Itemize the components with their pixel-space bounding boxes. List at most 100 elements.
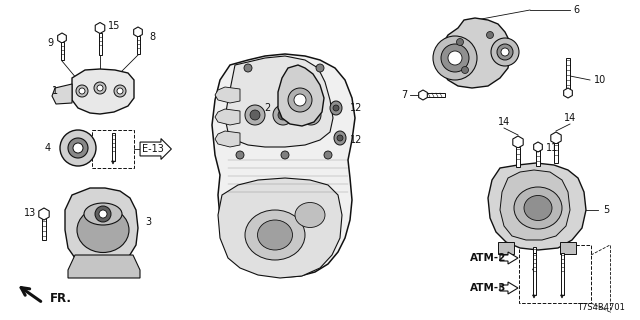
Ellipse shape [84, 203, 122, 225]
Polygon shape [534, 142, 542, 152]
Polygon shape [215, 109, 240, 125]
Circle shape [95, 206, 111, 222]
Circle shape [68, 138, 88, 158]
Text: ATM-2: ATM-2 [470, 253, 506, 263]
Polygon shape [500, 282, 518, 294]
Bar [560, 242, 576, 254]
Polygon shape [500, 252, 518, 264]
Polygon shape [561, 295, 563, 298]
Polygon shape [212, 54, 355, 277]
Circle shape [306, 110, 316, 120]
Circle shape [278, 110, 288, 120]
Polygon shape [419, 90, 428, 100]
Text: 10: 10 [594, 75, 606, 85]
Text: 11: 11 [546, 143, 558, 153]
Circle shape [94, 82, 106, 94]
Bar [516, 147, 520, 167]
Circle shape [60, 130, 96, 166]
Polygon shape [532, 295, 536, 298]
Circle shape [324, 151, 332, 159]
Bar [498, 242, 514, 254]
Circle shape [99, 210, 107, 218]
Bar [99, 33, 102, 54]
Polygon shape [58, 33, 67, 43]
Text: 12: 12 [350, 103, 362, 113]
Text: 1: 1 [52, 86, 58, 96]
Circle shape [236, 151, 244, 159]
Circle shape [456, 38, 463, 45]
Polygon shape [513, 136, 523, 148]
Text: 9: 9 [47, 38, 53, 48]
Bar [554, 143, 558, 163]
Text: ATM-3: ATM-3 [470, 283, 506, 293]
Ellipse shape [330, 101, 342, 115]
Circle shape [97, 85, 103, 91]
Bar [532, 247, 536, 269]
Text: T7S4B4701: T7S4B4701 [577, 303, 625, 312]
Polygon shape [111, 161, 115, 164]
Ellipse shape [514, 187, 562, 229]
Bar [532, 253, 536, 295]
Bar [536, 148, 540, 166]
Text: 8: 8 [149, 32, 155, 42]
Polygon shape [438, 18, 510, 88]
Circle shape [114, 85, 126, 97]
Circle shape [244, 64, 252, 72]
Bar [42, 218, 46, 240]
Bar [423, 93, 445, 97]
Ellipse shape [295, 203, 325, 228]
Polygon shape [95, 22, 105, 34]
Bar [92, 130, 134, 168]
Polygon shape [218, 178, 342, 278]
Polygon shape [134, 27, 142, 37]
Polygon shape [551, 132, 561, 144]
Text: 6: 6 [573, 5, 579, 15]
Circle shape [491, 38, 519, 66]
Circle shape [433, 36, 477, 80]
Bar [136, 36, 140, 54]
Polygon shape [215, 87, 240, 103]
Text: 4: 4 [45, 143, 51, 153]
Text: 14: 14 [564, 113, 576, 123]
Circle shape [497, 44, 513, 60]
Bar [61, 42, 63, 60]
Bar [111, 133, 115, 161]
Polygon shape [52, 84, 72, 104]
Polygon shape [564, 88, 572, 98]
Polygon shape [278, 65, 324, 126]
Circle shape [337, 135, 343, 141]
Ellipse shape [257, 220, 292, 250]
Text: 14: 14 [498, 117, 510, 127]
Polygon shape [225, 56, 333, 147]
Bar [519, 245, 591, 303]
Text: 2: 2 [264, 103, 270, 113]
Text: 5: 5 [603, 205, 609, 215]
Circle shape [486, 31, 493, 38]
Circle shape [461, 67, 468, 74]
Text: FR.: FR. [50, 292, 72, 305]
Circle shape [294, 94, 306, 106]
Polygon shape [532, 269, 536, 272]
Polygon shape [65, 188, 138, 268]
Circle shape [273, 105, 293, 125]
Text: 13: 13 [24, 208, 36, 218]
Circle shape [76, 85, 88, 97]
Polygon shape [68, 255, 140, 278]
Polygon shape [215, 131, 240, 147]
Circle shape [245, 105, 265, 125]
Polygon shape [488, 163, 586, 250]
Text: 3: 3 [145, 217, 151, 227]
Text: 7: 7 [401, 90, 407, 100]
Ellipse shape [77, 207, 129, 252]
Circle shape [250, 110, 260, 120]
Circle shape [281, 151, 289, 159]
Circle shape [441, 44, 469, 72]
Circle shape [301, 105, 321, 125]
Circle shape [117, 88, 123, 94]
Text: 15: 15 [108, 21, 120, 31]
Polygon shape [500, 170, 570, 240]
Text: 12: 12 [350, 135, 362, 145]
Circle shape [73, 143, 83, 153]
Bar [566, 58, 570, 90]
Ellipse shape [334, 131, 346, 145]
